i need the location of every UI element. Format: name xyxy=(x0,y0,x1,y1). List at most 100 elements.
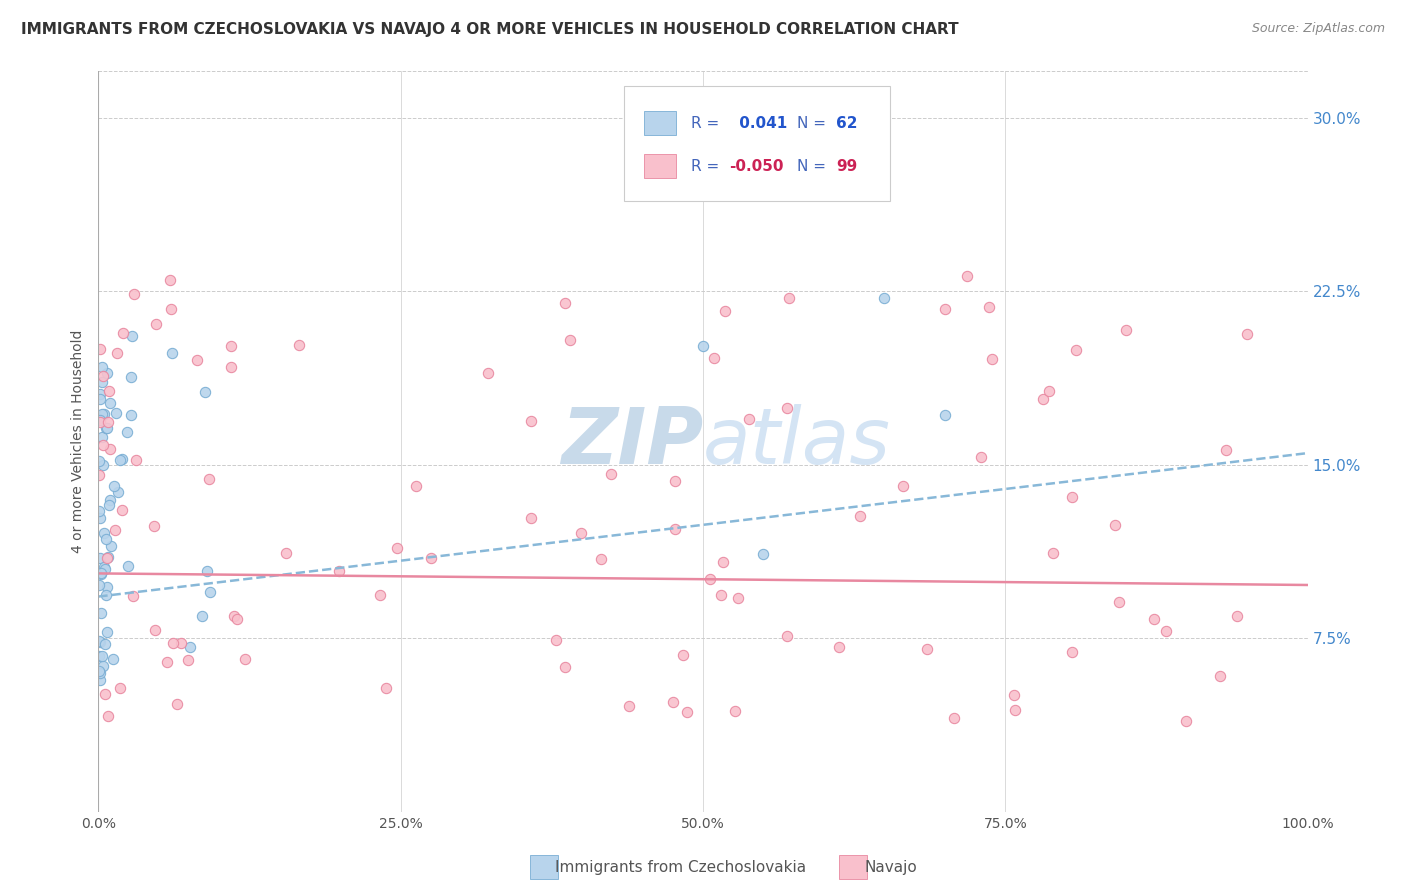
Point xyxy=(1226,608,1249,623)
Point xyxy=(89,673,111,687)
Point xyxy=(942,711,965,725)
Point xyxy=(91,458,114,473)
Point xyxy=(87,633,110,648)
Text: Source: ZipAtlas.com: Source: ZipAtlas.com xyxy=(1251,22,1385,36)
Point xyxy=(711,555,734,569)
Point xyxy=(1215,442,1237,457)
Point xyxy=(104,405,127,419)
Point xyxy=(89,392,111,406)
Point xyxy=(374,681,396,696)
Text: Navajo: Navajo xyxy=(865,860,918,874)
Point xyxy=(94,588,117,602)
Point xyxy=(979,300,1001,314)
Point xyxy=(90,376,112,390)
Point xyxy=(233,652,256,666)
Point xyxy=(1002,688,1025,702)
Text: N =: N = xyxy=(797,116,827,131)
Point xyxy=(191,609,214,624)
Point xyxy=(544,632,567,647)
Point xyxy=(599,467,621,481)
Point xyxy=(873,291,896,305)
Point xyxy=(87,664,110,678)
Point xyxy=(676,705,699,719)
Point xyxy=(558,333,581,347)
Point xyxy=(1060,644,1083,658)
Point xyxy=(107,485,129,500)
Point xyxy=(156,655,179,669)
Point xyxy=(160,345,183,359)
Point xyxy=(87,577,110,591)
Point xyxy=(1032,392,1054,407)
FancyBboxPatch shape xyxy=(624,87,890,201)
Point xyxy=(194,384,217,399)
Text: 99: 99 xyxy=(837,159,858,174)
Point xyxy=(122,287,145,301)
Text: N =: N = xyxy=(797,159,827,174)
Point xyxy=(91,659,114,673)
Point xyxy=(90,566,112,580)
Point xyxy=(89,387,111,401)
Point xyxy=(103,651,125,665)
Point xyxy=(108,453,131,467)
Point xyxy=(96,551,118,566)
Point xyxy=(848,508,870,523)
Point xyxy=(142,519,165,533)
Point xyxy=(956,268,979,283)
Point xyxy=(145,317,167,331)
Point xyxy=(89,415,111,429)
Point xyxy=(177,653,200,667)
Point xyxy=(89,635,111,649)
Point xyxy=(617,698,640,713)
Point xyxy=(93,526,115,541)
Point xyxy=(915,641,938,656)
Point xyxy=(98,442,121,456)
Point xyxy=(554,296,576,310)
Point xyxy=(1004,703,1026,717)
Point xyxy=(98,492,121,507)
Point xyxy=(198,472,221,486)
Point xyxy=(170,636,193,650)
Point xyxy=(91,359,114,374)
Point xyxy=(554,660,576,674)
FancyBboxPatch shape xyxy=(644,112,676,135)
Text: 0.041: 0.041 xyxy=(734,116,787,131)
Point xyxy=(287,338,309,352)
Point xyxy=(162,636,184,650)
Point xyxy=(1108,594,1130,608)
Point xyxy=(186,353,208,368)
Point xyxy=(195,564,218,578)
Point xyxy=(1064,343,1087,358)
Point xyxy=(143,624,166,638)
Point xyxy=(934,301,956,316)
Text: IMMIGRANTS FROM CZECHOSLOVAKIA VS NAVAJO 4 OR MORE VEHICLES IN HOUSEHOLD CORRELA: IMMIGRANTS FROM CZECHOSLOVAKIA VS NAVAJO… xyxy=(21,22,959,37)
Point xyxy=(97,498,120,512)
Point xyxy=(274,546,297,560)
Point xyxy=(980,351,1002,366)
Point xyxy=(934,408,956,422)
Point xyxy=(96,367,118,381)
Point xyxy=(776,401,799,416)
Point xyxy=(90,649,112,664)
Point xyxy=(225,612,247,626)
Point xyxy=(368,589,391,603)
Point xyxy=(87,649,110,664)
Text: R =: R = xyxy=(690,159,718,174)
Point xyxy=(477,366,499,380)
Point xyxy=(738,412,761,426)
Point xyxy=(125,453,148,467)
Point xyxy=(96,421,118,435)
Point xyxy=(100,539,122,553)
Point xyxy=(121,329,143,343)
Point xyxy=(111,326,134,340)
Point xyxy=(714,304,737,318)
Point xyxy=(1143,612,1166,626)
Point xyxy=(96,625,118,640)
Point xyxy=(93,407,115,421)
Point xyxy=(692,339,714,353)
Point xyxy=(94,637,117,651)
Point xyxy=(222,608,245,623)
Point xyxy=(97,549,120,564)
Point xyxy=(103,479,125,493)
Point xyxy=(87,454,110,468)
Point xyxy=(160,302,183,317)
